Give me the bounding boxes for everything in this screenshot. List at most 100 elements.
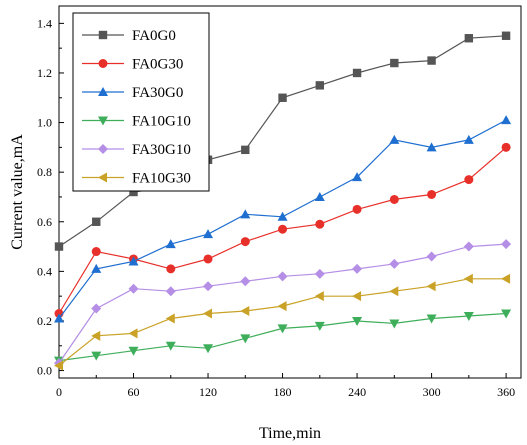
data-point — [389, 134, 400, 144]
data-point — [426, 281, 436, 292]
data-point — [463, 312, 474, 321]
x-tick-label: 240 — [348, 385, 366, 399]
data-point — [128, 328, 138, 339]
data-point — [501, 273, 511, 284]
data-point — [352, 172, 363, 182]
data-point — [240, 209, 251, 219]
legend-marker — [98, 116, 108, 126]
data-point — [426, 251, 437, 262]
data-point — [501, 239, 512, 250]
y-tick-label: 0.6 — [37, 215, 52, 229]
data-point — [389, 319, 400, 329]
legend-box — [72, 12, 210, 192]
x-tick-label: 360 — [497, 385, 515, 399]
data-point — [54, 360, 63, 371]
data-point — [464, 34, 474, 43]
y-axis-title: Current value,mA — [9, 134, 26, 250]
x-tick-label: 120 — [199, 385, 217, 399]
data-point — [352, 316, 363, 326]
x-axis-title: Time,min — [259, 425, 321, 442]
data-point — [165, 313, 175, 324]
legend-label: FA10G30 — [132, 171, 191, 187]
data-point — [240, 306, 250, 317]
data-point — [92, 217, 101, 226]
data-point — [91, 303, 102, 314]
data-point — [463, 134, 474, 144]
data-point — [240, 237, 250, 247]
data-point — [91, 247, 101, 257]
data-point — [352, 263, 363, 274]
series-FA0G0 — [54, 31, 511, 251]
y-tick-label: 1.0 — [37, 116, 52, 130]
data-point — [501, 309, 512, 319]
data-point — [129, 187, 138, 197]
data-point — [352, 204, 362, 214]
data-point — [240, 276, 251, 287]
data-point — [240, 334, 251, 344]
data-point — [426, 142, 437, 152]
series-line — [58, 278, 507, 367]
y-tick-label: 0.4 — [37, 264, 52, 278]
legend: FA0G0 FA0G30 FA30G0 FA10G10 FA30G10 FA10G30 — [72, 12, 210, 192]
data-point — [54, 242, 64, 251]
series-FA10G30 — [54, 273, 511, 371]
y-tick-label: 0.0 — [37, 364, 52, 378]
data-point — [91, 263, 102, 273]
data-point — [277, 211, 288, 221]
data-point — [389, 286, 399, 297]
x-tick-label: 180 — [274, 385, 292, 399]
data-point — [463, 273, 473, 284]
data-point — [278, 93, 287, 102]
data-point — [390, 58, 399, 68]
data-point — [389, 258, 400, 269]
data-point — [501, 31, 511, 40]
data-point — [128, 346, 139, 356]
data-point — [278, 224, 288, 234]
series-FA30G0 — [54, 115, 512, 323]
legend-marker — [98, 172, 107, 183]
data-point — [464, 175, 474, 185]
series-line — [58, 312, 507, 362]
legend-label: FA30G0 — [132, 85, 183, 101]
data-point — [315, 219, 325, 229]
data-point — [352, 68, 362, 78]
data-point — [91, 351, 102, 361]
x-axis: 0 60 120 180 240 300 360 — [56, 373, 515, 399]
x-tick-label: 60 — [128, 385, 140, 399]
data-point — [501, 115, 512, 125]
legend-label: FA30G10 — [132, 142, 191, 158]
y-tick-label: 1.2 — [37, 66, 52, 80]
data-point — [315, 81, 325, 90]
data-point — [203, 229, 214, 239]
data-point — [203, 254, 213, 264]
data-point — [389, 194, 399, 204]
x-tick-label: 300 — [423, 385, 441, 399]
data-point — [501, 142, 511, 152]
legend-marker — [98, 59, 108, 68]
data-point — [277, 301, 287, 312]
data-point — [203, 281, 214, 292]
data-point — [203, 344, 214, 354]
plot-frame — [58, 5, 522, 379]
data-point — [277, 271, 288, 282]
legend-marker — [98, 144, 108, 154]
legend-marker — [98, 30, 108, 40]
y-tick-label: 0.8 — [37, 165, 52, 179]
y-tick-label: 0.2 — [37, 314, 52, 328]
data-point — [128, 283, 139, 294]
data-point — [314, 291, 324, 302]
data-point — [166, 264, 176, 274]
data-point — [91, 330, 101, 341]
data-point — [277, 324, 288, 334]
data-point — [241, 145, 250, 155]
data-point — [165, 286, 176, 297]
data-point — [426, 314, 437, 324]
data-point — [352, 291, 362, 302]
data-point — [314, 191, 325, 201]
x-tick-label: 0 — [56, 385, 62, 399]
series-FA10G10 — [54, 309, 512, 366]
legend-label: FA10G10 — [132, 114, 191, 130]
y-axis: 0.0 0.2 0.4 0.6 0.8 1.0 1.2 1.4 — [37, 16, 64, 378]
data-point — [54, 313, 64, 323]
